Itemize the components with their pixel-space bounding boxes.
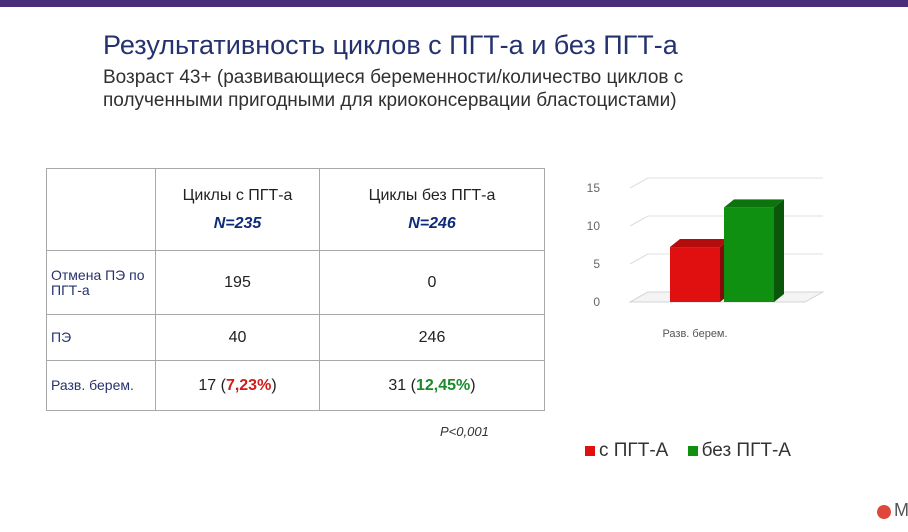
slide-subtitle: Возраст 43+ (развивающиеся беременности/… <box>103 67 684 111</box>
legend-item: с ПГТ-А <box>585 440 668 462</box>
row-label: Разв. берем. <box>46 360 156 411</box>
legend-label: без ПГТ-А <box>701 440 791 461</box>
legend-item: без ПГТ-А <box>687 440 791 462</box>
col1-header-cell: Циклы с ПГТ-а N=235 <box>155 168 320 251</box>
gridline <box>629 177 649 189</box>
col1-header: Циклы с ПГТ-а <box>182 186 293 204</box>
row-percent: 7,23% <box>225 376 272 394</box>
table-header-row: Циклы с ПГТ-а N=235 Циклы без ПГТ-а N=24… <box>46 168 545 251</box>
bar-top <box>724 199 784 208</box>
brand-logo-icon <box>877 505 891 519</box>
slide-title: Результативность циклов с ПГТ-а и без ПГ… <box>103 30 678 60</box>
row-label: Отмена ПЭ по ПГТ-а <box>46 250 156 315</box>
row-value-cell: 31 (12,45%) <box>319 360 545 411</box>
y-tick-label: 15 <box>587 181 601 195</box>
results-table: Циклы с ПГТ-а N=235 Циклы без ПГТ-а N=24… <box>46 168 545 411</box>
col2-header: Циклы без ПГТ-а <box>368 186 496 204</box>
bar-chart: 0 5 10 15 Разв. берем. <box>587 177 825 340</box>
row-value: 17 <box>198 376 217 394</box>
row-label: ПЭ <box>46 314 156 361</box>
y-tick-label: 0 <box>593 295 600 309</box>
gridline <box>629 215 649 227</box>
gridline <box>629 253 649 265</box>
table-row: ПЭ 40 246 <box>46 314 545 361</box>
bar <box>724 207 774 302</box>
table-row: Разв. берем. 17 (7,23%) 31 (12,45%) <box>46 360 545 411</box>
row-value: 40 <box>155 314 320 361</box>
legend-swatch <box>585 446 595 456</box>
row-value: 0 <box>319 250 545 315</box>
col2-header-cell: Циклы без ПГТ-а N=246 <box>319 168 545 251</box>
row-value-cell: 17 (7,23%) <box>155 360 320 411</box>
p-value-note: P<0,001 <box>440 424 489 439</box>
y-tick-label: 10 <box>587 219 601 233</box>
bar-side <box>774 199 784 302</box>
table-corner-cell <box>46 168 156 251</box>
bar-top <box>670 239 730 248</box>
row-value: 246 <box>319 314 545 361</box>
row-percent: 12,45% <box>415 376 471 394</box>
col2-n: N=246 <box>408 214 456 232</box>
x-tick-label: Разв. берем. <box>662 328 727 340</box>
legend-swatch <box>687 446 698 456</box>
legend-label: с ПГТ-А <box>599 440 669 461</box>
col1-n: N=235 <box>213 214 262 232</box>
bar <box>670 247 720 302</box>
y-tick-label: 5 <box>593 257 600 271</box>
top-accent-bar <box>0 0 908 7</box>
table-row: Отмена ПЭ по ПГТ-а 195 0 <box>46 250 545 315</box>
row-value: 195 <box>155 250 320 315</box>
brand-logo-letter: M <box>894 500 908 520</box>
chart-legend: с ПГТ-А без ПГТ-А <box>585 440 805 462</box>
row-value: 31 <box>388 376 407 394</box>
